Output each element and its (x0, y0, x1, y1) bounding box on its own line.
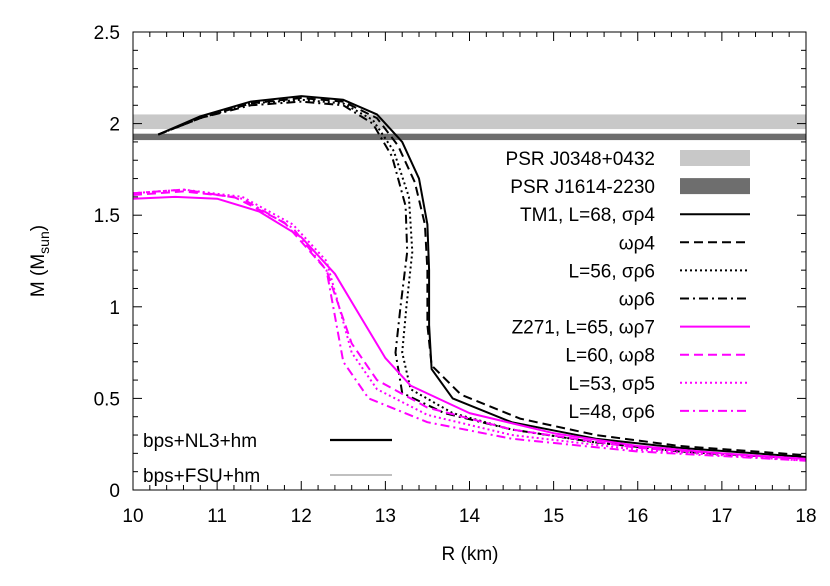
band-0 (133, 114, 806, 130)
legend-label: L=53, σρ5 (569, 374, 655, 395)
plot-frame (132, 31, 807, 491)
legend-label: ωρ6 (619, 290, 655, 311)
y-tick-label: 1 (109, 298, 120, 319)
legend-swatch-band (680, 178, 750, 195)
x-axis-label: R (km) (442, 544, 499, 565)
x-tick-label: 17 (711, 506, 732, 527)
x-tick-label: 11 (207, 506, 227, 527)
x-tick-label: 14 (459, 506, 481, 527)
legend-label: ωρ4 (619, 233, 656, 254)
y-tick-label: 0.5 (94, 389, 120, 410)
series-line-7 (132, 188, 807, 462)
legend-label: Z271, L=65, ωρ7 (512, 318, 655, 339)
series-line-0 (157, 95, 807, 458)
legend-label: L=56, σρ6 (569, 261, 655, 282)
x-tick-label: 13 (375, 506, 396, 527)
series-line-6 (132, 188, 807, 462)
series-line-5 (132, 190, 807, 460)
x-tick-label: 16 (627, 506, 648, 527)
y-tick-label: 2 (109, 115, 120, 136)
legend-label: TM1, L=68, σρ4 (520, 205, 655, 226)
series-line-3 (157, 100, 807, 460)
y-tick-label: 2.5 (94, 23, 120, 44)
y-axis-label: M (Msun) (28, 225, 52, 297)
x-tick-label: 15 (543, 506, 564, 527)
band-1 (133, 133, 806, 141)
series-line-2 (157, 98, 807, 460)
legend-label: PSR J1614-2230 (510, 177, 655, 198)
x-tick-label: 18 (795, 506, 816, 527)
legend-label: L=60, ωρ8 (565, 346, 655, 367)
y-tick-label: 1.5 (94, 206, 120, 227)
x-tick-label: 10 (122, 506, 143, 527)
style-legend-label: bps+NL3+hm (143, 431, 257, 452)
legend-swatch-band (680, 150, 750, 166)
y-tick-label: 0 (109, 481, 120, 502)
series-line-4 (132, 195, 807, 460)
legend-label: L=48, σρ6 (569, 402, 655, 423)
style-legend-label: bps+FSU+hm (143, 466, 260, 487)
x-tick-label: 12 (291, 506, 312, 527)
series-line-1 (157, 97, 807, 457)
legend-label: PSR J0348+0432 (506, 149, 655, 170)
